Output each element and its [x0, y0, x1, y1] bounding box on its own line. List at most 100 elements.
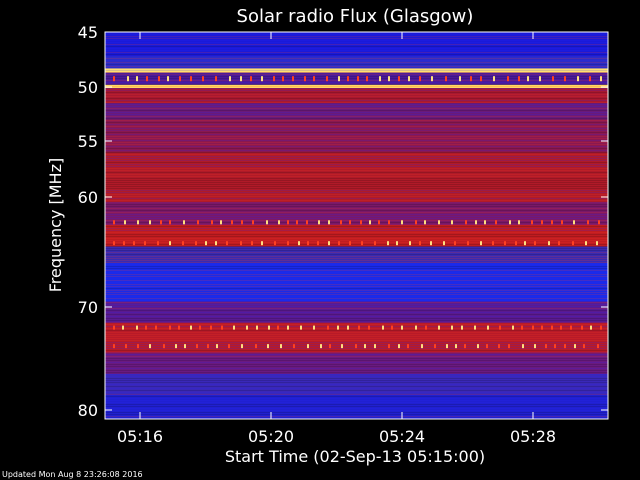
striation [105, 256, 608, 257]
burst-mark [226, 241, 228, 246]
striation [105, 160, 608, 161]
striation [105, 80, 608, 81]
burst-mark [486, 344, 488, 349]
striation [105, 332, 608, 333]
striation [105, 300, 608, 301]
striation [105, 72, 608, 73]
striation [105, 372, 608, 373]
burst-mark [273, 76, 275, 82]
burst-mark [570, 325, 572, 330]
striation [105, 44, 608, 45]
striation [105, 96, 608, 97]
striation [105, 326, 608, 327]
striation [105, 390, 608, 391]
striation [105, 366, 608, 367]
burst-mark [554, 344, 556, 349]
burst-mark [600, 76, 602, 82]
burst-mark [252, 220, 254, 225]
striation [105, 250, 608, 251]
striation [105, 116, 608, 117]
striation [105, 288, 608, 289]
burst-mark [561, 220, 563, 225]
striation [105, 402, 608, 403]
burst-mark [136, 325, 138, 330]
burst-mark [327, 325, 329, 330]
striation [105, 248, 608, 249]
frequency-band [105, 84, 608, 89]
burst-mark [508, 344, 510, 349]
burst-mark [123, 241, 125, 246]
burst-mark [499, 325, 501, 330]
burst-mark [425, 325, 427, 330]
striation [105, 262, 608, 263]
striation [105, 310, 608, 311]
burst-mark [113, 325, 115, 330]
burst-mark [398, 344, 400, 349]
striation [105, 336, 608, 337]
striation [105, 132, 608, 133]
burst-mark [507, 76, 509, 82]
striation [105, 174, 608, 175]
striation [105, 376, 608, 377]
burst-mark [534, 344, 536, 349]
burst-mark [160, 220, 162, 225]
burst-mark [207, 344, 209, 349]
chart-title: Solar radio Flux (Glasgow) [237, 6, 474, 27]
striation [105, 114, 608, 115]
burst-mark [589, 76, 591, 82]
burst-mark [241, 344, 243, 349]
striation [105, 324, 608, 325]
burst-mark [480, 76, 482, 82]
striation [105, 156, 608, 157]
burst-mark [229, 76, 231, 82]
frequency-band [105, 72, 608, 85]
burst-mark [205, 241, 207, 246]
burst-mark [178, 325, 180, 330]
burst-mark [484, 220, 486, 225]
frequency-band [105, 246, 608, 263]
burst-mark [298, 241, 300, 246]
striation [105, 200, 608, 201]
burst-mark [228, 344, 230, 349]
striation [105, 368, 608, 369]
x-tick-label: 05:20 [248, 427, 294, 446]
burst-mark [419, 241, 421, 246]
burst-mark [287, 325, 289, 330]
striation [105, 238, 608, 239]
burst-mark [498, 344, 500, 349]
burst-mark [598, 220, 600, 225]
striation [105, 412, 608, 413]
frequency-band [105, 224, 608, 247]
burst-mark [169, 241, 171, 246]
burst-mark [487, 325, 489, 330]
burst-mark [127, 76, 129, 82]
burst-mark [548, 241, 550, 246]
striation [105, 34, 608, 35]
burst-mark [401, 325, 403, 330]
frequency-band [105, 152, 608, 203]
burst-mark [477, 344, 479, 349]
burst-mark [552, 76, 554, 82]
striation [105, 126, 608, 127]
striation [105, 246, 608, 247]
burst-mark [583, 344, 585, 349]
burst-mark [347, 325, 349, 330]
striation [105, 348, 608, 349]
x-axis-label: Start Time (02-Sep-13 05:15:00) [225, 447, 485, 466]
striation [105, 278, 608, 279]
burst-mark [137, 220, 139, 225]
burst-mark [574, 344, 576, 349]
burst-mark [445, 76, 447, 82]
striation [105, 120, 608, 121]
striation [105, 50, 608, 51]
striation [105, 340, 608, 341]
burst-mark [175, 344, 177, 349]
burst-mark [415, 325, 417, 330]
striation [105, 280, 608, 281]
burst-mark [461, 325, 463, 330]
striation [105, 356, 608, 357]
burst-mark [524, 241, 526, 246]
striation [105, 60, 608, 61]
striation [105, 228, 608, 229]
burst-mark [408, 76, 410, 82]
